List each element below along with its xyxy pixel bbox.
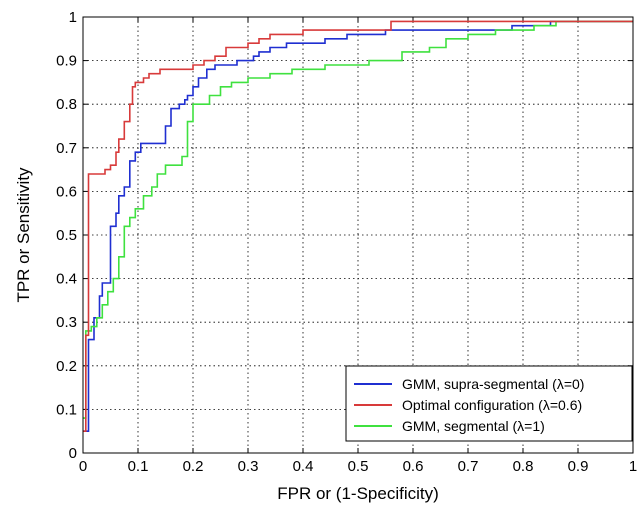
y-tick-label: 0.2 xyxy=(56,358,77,375)
y-tick-label: 0.5 xyxy=(56,227,77,244)
legend-label-segmental: GMM, segmental (λ=1) xyxy=(402,418,545,434)
plot-frame xyxy=(82,16,634,454)
x-tick-label: 0.5 xyxy=(348,458,369,475)
series-line-optimal xyxy=(83,20,633,433)
x-tick-label: 0.8 xyxy=(513,458,534,475)
x-tick-label: 0.7 xyxy=(458,458,479,475)
y-tick-labels: 0 0.1 0.2 0.3 0.4 0.5 0.6 0.7 0.8 0.9 1 xyxy=(56,9,77,462)
x-tick-label: 0.2 xyxy=(183,458,204,475)
y-tick-label: 0.7 xyxy=(56,140,77,157)
y-tick-label: 0.6 xyxy=(56,183,77,200)
x-tick-label: 0 xyxy=(79,458,87,475)
series-line-supra-segmental xyxy=(83,20,633,433)
x-tick-labels: 0 0.1 0.2 0.3 0.4 0.5 0.6 0.7 0.8 0.9 1 xyxy=(79,458,637,475)
legend-label-optimal: Optimal configuration (λ=0.6) xyxy=(402,397,582,413)
y-axis-label: TPR or Sensitivity xyxy=(14,167,33,303)
y-tick-label: 0 xyxy=(69,445,77,462)
x-tick-label: 0.1 xyxy=(128,458,149,475)
y-tick-label: 0.3 xyxy=(56,314,77,331)
y-tick-label: 0.1 xyxy=(56,401,77,418)
legend-box xyxy=(345,365,633,442)
y-tick-label: 0.9 xyxy=(56,53,77,70)
series-line-segmental xyxy=(83,20,633,419)
series-lines xyxy=(83,20,633,433)
x-tick-label: 0.3 xyxy=(238,458,259,475)
x-tick-label: 1 xyxy=(629,458,637,475)
x-axis-label: FPR or (1-Specificity) xyxy=(277,484,439,503)
x-tick-label: 0.4 xyxy=(293,458,314,475)
x-tick-label: 0.9 xyxy=(568,458,589,475)
legend-label-supra-segmental: GMM, supra-segmental (λ=0) xyxy=(402,376,584,392)
y-tick-label: 1 xyxy=(69,9,77,26)
y-tick-label: 0.8 xyxy=(56,96,77,113)
x-tick-label: 0.6 xyxy=(403,458,424,475)
legend: GMM, supra-segmental (λ=0) Optimal confi… xyxy=(345,365,633,442)
y-tick-label: 0.4 xyxy=(56,271,77,288)
